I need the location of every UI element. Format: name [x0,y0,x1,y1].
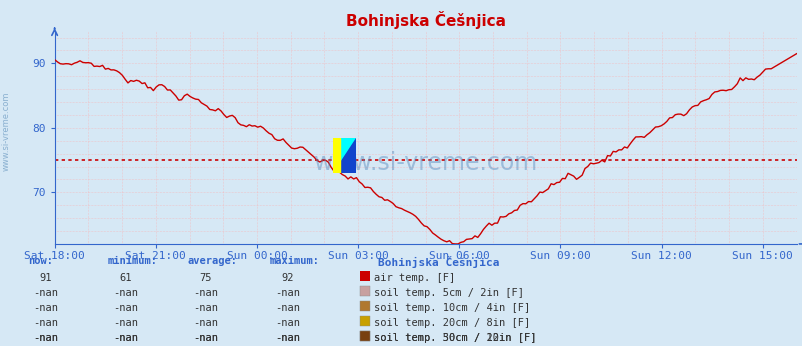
Text: 61: 61 [119,273,132,283]
Text: -nan: -nan [34,318,59,328]
Text: -nan: -nan [34,333,59,343]
Bar [359,331,370,341]
Text: -nan: -nan [193,288,218,298]
Text: 92: 92 [282,273,294,283]
Text: -nan: -nan [275,303,300,313]
Text: soil temp. 30cm / 12in [F]: soil temp. 30cm / 12in [F] [374,333,536,343]
Bar [359,301,370,311]
Text: -nan: -nan [113,333,138,343]
Text: soil temp. 5cm / 2in [F]: soil temp. 5cm / 2in [F] [374,288,524,298]
Text: -nan: -nan [275,318,300,328]
Text: -nan: -nan [113,288,138,298]
Polygon shape [333,138,355,173]
Bar [359,286,370,296]
Text: air temp. [F]: air temp. [F] [374,273,455,283]
Text: average:: average: [188,256,237,266]
Text: -nan: -nan [113,318,138,328]
Text: -nan: -nan [275,333,300,343]
Text: now:: now: [28,256,53,266]
Text: -nan: -nan [34,303,59,313]
Text: -nan: -nan [275,288,300,298]
Title: Bohinjska Češnjica: Bohinjska Češnjica [345,11,505,29]
Bar [359,331,370,341]
Text: -nan: -nan [34,333,59,343]
Text: soil temp. 50cm / 20in [F]: soil temp. 50cm / 20in [F] [374,333,536,343]
Text: soil temp. 20cm / 8in [F]: soil temp. 20cm / 8in [F] [374,318,529,328]
Text: -nan: -nan [275,333,300,343]
Text: -nan: -nan [34,288,59,298]
Text: -nan: -nan [113,303,138,313]
Polygon shape [333,138,355,173]
Text: -nan: -nan [193,333,218,343]
Text: 75: 75 [200,273,212,283]
Text: maximum:: maximum: [269,256,320,266]
Text: Bohinjska Češnjica: Bohinjska Češnjica [378,256,499,268]
Text: -nan: -nan [113,333,138,343]
Text: -nan: -nan [193,303,218,313]
Text: -nan: -nan [193,318,218,328]
Bar [333,138,339,173]
Text: minimum:: minimum: [107,256,158,266]
Bar [359,316,370,326]
Text: 91: 91 [40,273,52,283]
Text: -nan: -nan [193,333,218,343]
Text: www.si-vreme.com: www.si-vreme.com [2,92,11,171]
Text: soil temp. 10cm / 4in [F]: soil temp. 10cm / 4in [F] [374,303,529,313]
Text: www.si-vreme.com: www.si-vreme.com [314,151,537,175]
Bar [359,271,370,281]
